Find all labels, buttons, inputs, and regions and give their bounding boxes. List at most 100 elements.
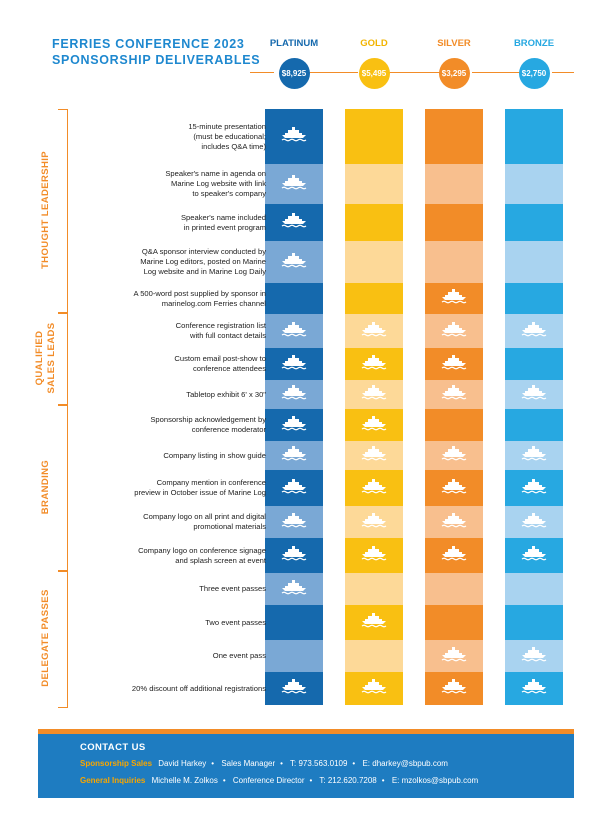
grid-cell — [345, 506, 403, 538]
deliverable-label-line: with full contact details — [190, 331, 266, 340]
grid-cell — [345, 109, 403, 164]
ferry-icon — [280, 415, 308, 436]
ferry-icon — [360, 445, 388, 466]
grid-cell — [425, 506, 483, 538]
grid-cell — [265, 640, 323, 672]
tier-name-platinum: PLATINUM — [269, 38, 319, 49]
deliverable-label-line: Three event passes — [199, 584, 266, 593]
contact-email-link[interactable]: E: dharkey@sbpub.com — [362, 759, 448, 768]
ferry-icon — [520, 545, 548, 566]
deliverable-label-line: conference attendees — [192, 364, 266, 373]
deliverable-label: Two event passes — [48, 605, 266, 640]
deliverable-label: One event pass — [48, 640, 266, 672]
grid-cell — [505, 241, 563, 283]
grid-cell — [425, 538, 483, 573]
grid-cell — [425, 605, 483, 640]
deliverable-label-line: to speaker's company — [192, 189, 266, 198]
ferry-icon — [280, 678, 308, 699]
tier-price-silver: $3,295 — [438, 58, 470, 89]
grid-cell — [505, 380, 563, 409]
grid-cell — [345, 204, 403, 241]
deliverable-label-line: One event pass — [212, 651, 266, 660]
tier-name-gold: GOLD — [360, 38, 388, 49]
bracket-branding — [58, 404, 68, 572]
ferry-icon — [360, 612, 388, 633]
ferry-icon — [520, 478, 548, 499]
grid-cell — [425, 204, 483, 241]
grid-cell — [505, 283, 563, 314]
bracket-delegate-passes — [58, 570, 68, 708]
deliverable-label-line: Log website and in Marine Log Daily — [143, 267, 266, 276]
grid-cell — [265, 441, 323, 470]
contact-phone: T: 973.563.0109 — [290, 759, 348, 768]
contact-row-sponsorship: Sponsorship Sales David Harkey • Sales Ma… — [80, 759, 448, 768]
ferry-icon — [440, 512, 468, 533]
grid-cell — [505, 314, 563, 348]
grid-cell — [505, 573, 563, 605]
deliverable-label: A 500-word post supplied by sponsor in ma… — [48, 283, 266, 314]
grid-cell — [425, 380, 483, 409]
grid-cell — [425, 283, 483, 314]
contact-phone: T: 212.620.7208 — [319, 776, 377, 785]
deliverable-label: 20% discount off additional registration… — [48, 672, 266, 705]
contact-label: General Inquiries — [80, 776, 146, 785]
deliverable-label-line: A 500-word post supplied by sponsor in — [133, 288, 266, 298]
grid-cell — [345, 640, 403, 672]
contact-role: Sales Manager — [221, 759, 276, 768]
deliverable-label-line: Conference registration list — [175, 321, 266, 330]
grid-cell — [505, 538, 563, 573]
grid-cell — [425, 109, 483, 164]
grid-cell — [265, 283, 323, 314]
grid-cell — [425, 164, 483, 204]
deliverable-label-line: Sponsorship acknowledgement by — [150, 415, 266, 424]
section-delegate-passes: DELEGATE PASSES — [40, 589, 51, 687]
ferry-icon — [280, 126, 308, 147]
contact-email-link[interactable]: E: mzolkos@sbpub.com — [391, 776, 479, 785]
deliverable-label: Three event passes — [48, 573, 266, 605]
deliverable-label-line: Company listing in show guide — [163, 450, 266, 460]
tier-price-bronze: $2,750 — [518, 58, 550, 89]
deliverable-label-line: Company logo on all print and digital — [143, 512, 266, 521]
deliverable-label: Company logo on all print and digital pro… — [48, 506, 266, 538]
deliverable-label-line: Speaker's name in agenda on — [165, 169, 266, 178]
grid-cell — [505, 109, 563, 164]
contact-name: David Harkey — [158, 759, 207, 768]
grid-cell — [345, 605, 403, 640]
ferry-icon — [280, 212, 308, 233]
deliverable-label-line: Company logo on conference signage — [138, 545, 266, 555]
deliverable-label-line: in printed event program — [183, 222, 266, 232]
title-line-1: FERRIES CONFERENCE 2023 — [52, 37, 245, 51]
deliverable-label: Sponsorship acknowledgement by conference… — [48, 409, 266, 441]
grid-cell — [425, 573, 483, 605]
deliverable-label-line: Marine Log website with link — [171, 179, 266, 188]
grid-cell — [265, 506, 323, 538]
grid-cell — [345, 314, 403, 348]
ferry-icon — [520, 678, 548, 699]
grid-cell — [505, 640, 563, 672]
ferry-icon — [440, 384, 468, 405]
deliverable-label-line: Two event passes — [205, 617, 266, 627]
grid-cell — [265, 409, 323, 441]
ferry-icon — [280, 252, 308, 273]
ferry-icon — [520, 512, 548, 533]
ferry-icon — [280, 174, 308, 195]
grid-cell — [265, 204, 323, 241]
deliverable-label-line: Q&A sponsor interview conducted by — [141, 247, 266, 256]
ferry-icon — [440, 288, 468, 309]
ferry-icon — [360, 512, 388, 533]
section-thought-leadership: THOUGHT LEADERSHIP — [40, 150, 51, 270]
grid-cell — [345, 283, 403, 314]
deliverable-label: Speaker's name in agenda on Marine Log we… — [48, 164, 266, 204]
grid-cell — [425, 640, 483, 672]
grid-cell — [505, 204, 563, 241]
grid-cell — [265, 109, 323, 164]
tier-name-silver: SILVER — [437, 38, 471, 49]
section-branding: BRANDING — [40, 459, 51, 515]
header-rule-left — [250, 72, 274, 73]
deliverable-label: Conference registration list with full co… — [48, 314, 266, 348]
ferry-icon — [280, 321, 308, 342]
ferry-icon — [280, 384, 308, 405]
deliverable-label: Custom email post-show to conference atte… — [48, 348, 266, 380]
ferry-icon — [360, 321, 388, 342]
deliverable-label: 15-minute presentation (must be education… — [48, 109, 266, 164]
